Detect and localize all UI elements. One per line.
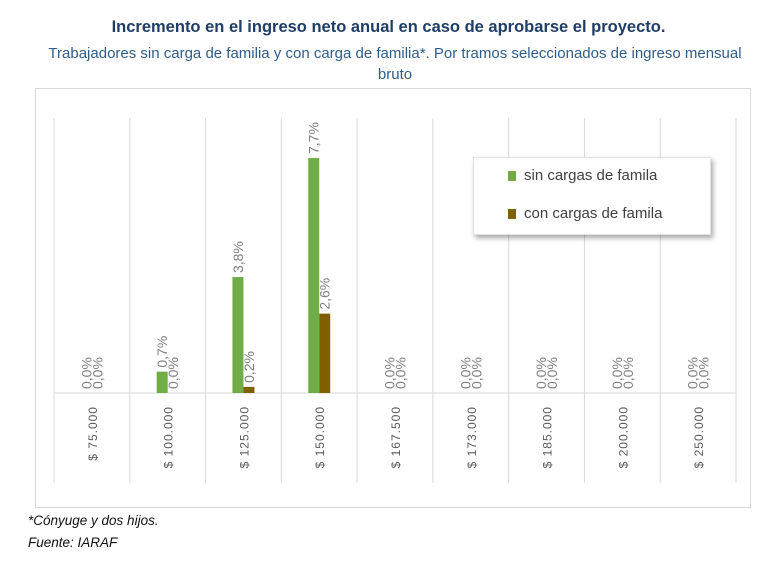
- category-label: $ 125.000: [237, 406, 251, 468]
- category-label: $ 173.000: [465, 406, 479, 468]
- category-label: $ 167.500: [389, 406, 403, 468]
- category-label: $ 75.000: [86, 406, 100, 461]
- legend-swatch-sin: [508, 170, 516, 181]
- data-label: 0,0%: [620, 357, 636, 389]
- legend-label-con: con cargas de famila: [524, 205, 663, 222]
- data-label: 0,0%: [457, 357, 473, 389]
- legend-swatch-con: [508, 208, 516, 219]
- legend-item-con: con cargas de famila: [508, 205, 662, 222]
- data-label: 0,2%: [241, 351, 257, 383]
- category-label: $ 100.000: [162, 406, 176, 468]
- bar-sin-1: [156, 371, 168, 393]
- data-label: 0,0%: [533, 357, 549, 389]
- chart-frame: [35, 88, 751, 508]
- category-label: $ 185.000: [541, 406, 555, 468]
- bar-con-2: [243, 386, 255, 393]
- data-label: 0,0%: [468, 357, 484, 389]
- data-label: 0,0%: [544, 357, 560, 389]
- data-label: 3,8%: [230, 241, 246, 273]
- data-label: 2,6%: [317, 278, 333, 310]
- data-label: 0,0%: [696, 357, 712, 389]
- legend-item-sin: sin cargas de famila: [508, 167, 657, 184]
- chart-title: Incremento en el ingreso neto anual en c…: [111, 18, 666, 36]
- legend-label-sin: sin cargas de famila: [524, 167, 658, 184]
- category-label: $ 200.000: [616, 406, 630, 468]
- data-label: 0,0%: [393, 357, 409, 389]
- data-label: 0,0%: [165, 357, 181, 389]
- data-label: 0,0%: [89, 357, 105, 389]
- data-label: 0,0%: [382, 357, 398, 389]
- data-label: 0,7%: [154, 336, 170, 368]
- category-label: $ 250.000: [692, 406, 706, 468]
- bar-sin-2: [232, 277, 244, 393]
- data-label: 0,0%: [609, 357, 625, 389]
- data-label: 7,7%: [306, 122, 322, 154]
- source-note: Fuente: IARAF: [28, 535, 118, 550]
- data-label: 0,0%: [685, 357, 701, 389]
- bar-sin-3: [308, 158, 320, 393]
- bar-con-3: [319, 313, 331, 393]
- chart-subtitle: Trabajadores sin carga de familia y con …: [48, 45, 742, 83]
- footnote: *Cónyuge y dos hijos.: [28, 513, 159, 528]
- category-label: $ 150.000: [313, 406, 327, 468]
- data-label: 0,0%: [78, 357, 94, 389]
- chart-legend: sin cargas de famila con cargas de famil…: [473, 157, 711, 235]
